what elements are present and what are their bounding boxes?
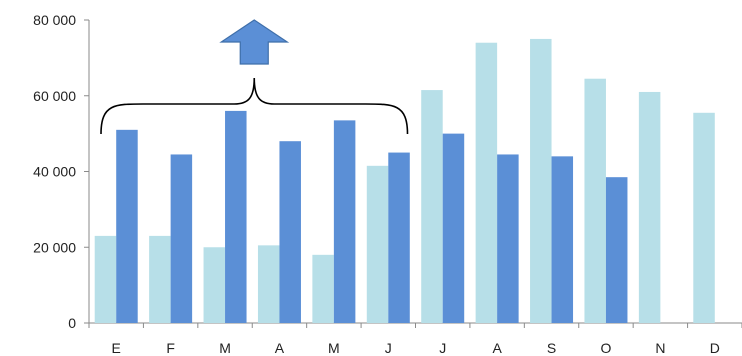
bar-series-2-M: [225, 110, 247, 324]
x-tick-label: M: [328, 340, 340, 356]
y-tick-label: 40 000: [33, 164, 76, 180]
bar-series-2-M: [333, 120, 356, 324]
x-tick-label: A: [275, 340, 285, 356]
y-tick-label: 0: [68, 315, 76, 331]
x-tick-label: J: [385, 340, 392, 356]
bar-series-1-D: [693, 112, 715, 323]
bar-series-2-A: [497, 154, 519, 323]
x-tick-label: M: [219, 340, 231, 356]
bar-series-1-N: [638, 91, 661, 324]
bar-series-1-A: [257, 245, 280, 323]
bar-series-1-J: [366, 165, 389, 323]
bar-series-1-S: [530, 38, 552, 323]
x-tick-label: D: [710, 340, 720, 356]
x-tick-label: O: [601, 340, 612, 356]
bar-series-2-O: [605, 177, 628, 323]
x-tick-label: E: [112, 340, 121, 356]
bar-series-1-A: [475, 42, 498, 323]
x-tick-label: F: [166, 340, 175, 356]
bracket-brace: [100, 77, 409, 135]
y-axis: 0 20 000 40 000 60 000 80 000: [33, 12, 90, 331]
bar-series-2-S: [551, 156, 574, 323]
y-tick-label: 60 000: [33, 88, 76, 104]
bar-series-2-F: [170, 154, 193, 323]
bar-series-1-M: [203, 247, 226, 323]
bar-series-1-J: [421, 90, 443, 323]
x-tick-label: N: [655, 340, 665, 356]
bar-series-2-E: [116, 129, 138, 323]
bar-series-2-A: [279, 141, 301, 323]
y-tick-label: 80 000: [33, 12, 76, 28]
bar-series-2-J: [388, 152, 410, 323]
x-tick-label: A: [492, 340, 502, 356]
bar-series-1-E: [94, 235, 117, 323]
bar-series-1-O: [584, 78, 606, 323]
x-tick-label: J: [439, 340, 446, 356]
bar-series-1-F: [149, 235, 171, 323]
bars: [94, 38, 715, 324]
bar-series-1-M: [312, 254, 334, 323]
annotations: [100, 19, 409, 135]
up-arrow-icon: [219, 19, 290, 65]
x-tick-label: S: [547, 340, 556, 356]
y-tick-label: 20 000: [33, 239, 76, 255]
bar-series-2-J: [442, 133, 465, 323]
